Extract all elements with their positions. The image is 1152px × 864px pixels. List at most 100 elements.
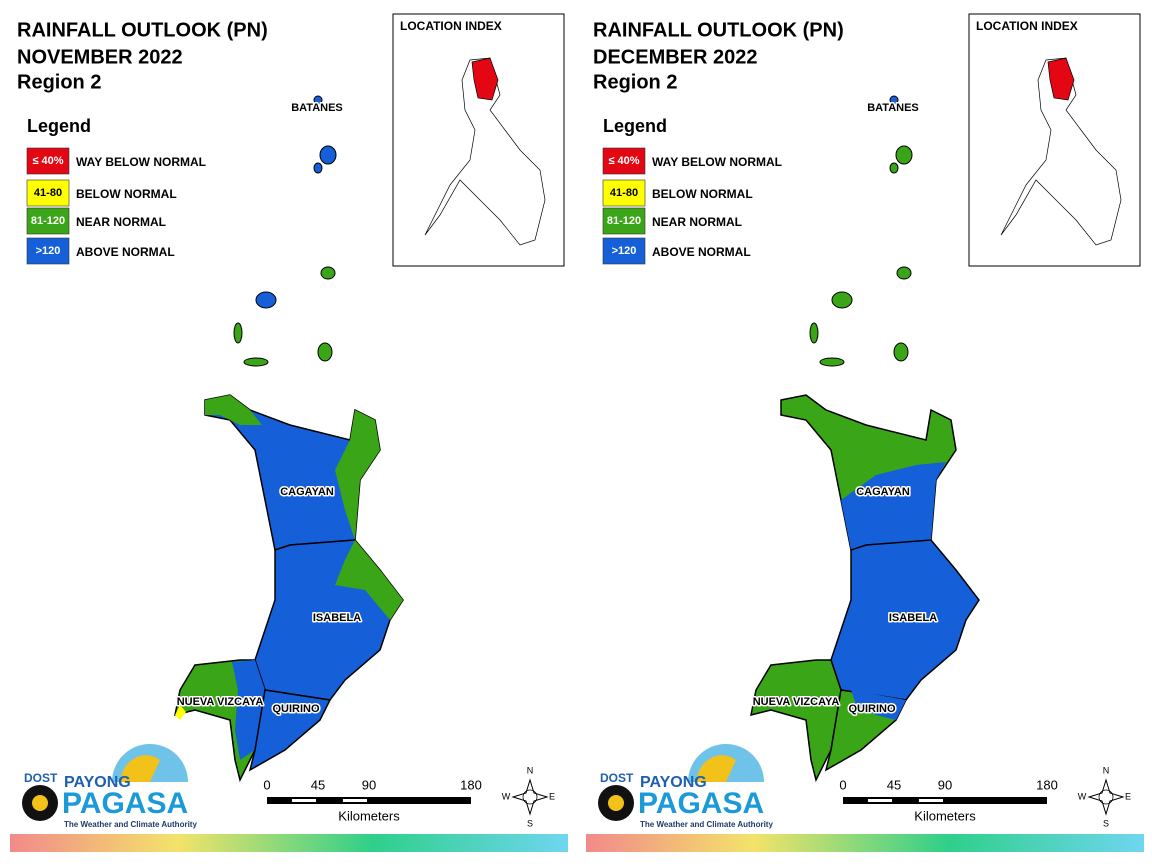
region-label: ISABELA — [313, 612, 361, 624]
compass-letter: S — [1103, 818, 1109, 828]
legend-label: ABOVE NORMAL — [652, 245, 751, 259]
island — [317, 342, 333, 362]
legend-swatch-label: >120 — [612, 245, 637, 257]
scale-bar — [843, 797, 1047, 804]
island — [243, 357, 269, 367]
island — [889, 95, 899, 105]
island — [319, 145, 337, 165]
scale-unit: Kilometers — [338, 808, 400, 823]
legend-label: WAY BELOW NORMAL — [76, 155, 206, 169]
region-label: BATANES — [867, 102, 919, 114]
logo-payong: PAYONG — [640, 774, 707, 791]
panel: RAINFALL OUTLOOK (PN) DECEMBER 2022 Region… — [586, 13, 1144, 852]
outlook-zone — [851, 690, 906, 720]
outlook-zone — [335, 540, 403, 620]
region-label: QUIRINO — [272, 703, 320, 715]
legend-swatch-label: 41-80 — [610, 187, 638, 199]
region-label: CAGAYAN — [856, 486, 910, 498]
outlook-zone — [205, 395, 262, 425]
outlook-zone — [175, 705, 186, 720]
legend-label: NEAR NORMAL — [76, 215, 166, 229]
logo-dost: DOST — [600, 771, 634, 785]
inset-region — [1047, 57, 1075, 101]
color-band — [586, 834, 1144, 852]
legend-swatch-label: ≤ 40% — [608, 155, 639, 167]
legend-label: ABOVE NORMAL — [76, 245, 175, 259]
scale-tick-label: 180 — [460, 777, 482, 792]
logo-umbrella-inner — [696, 755, 736, 782]
legend-swatch-label: 81-120 — [607, 215, 641, 227]
legend-label: NEAR NORMAL — [652, 215, 742, 229]
outlook-zone — [841, 462, 946, 550]
logo-seal-center — [32, 795, 48, 811]
scale-tick-label: 90 — [938, 777, 952, 792]
compass-letter: E — [1125, 791, 1131, 801]
island — [255, 291, 277, 309]
island — [831, 291, 853, 309]
scale-unit: Kilometers — [914, 808, 976, 823]
inset-region — [471, 57, 499, 101]
logo-payong: PAYONG — [64, 774, 131, 791]
island — [313, 95, 323, 105]
compass-letter: N — [527, 765, 534, 775]
legend-swatch — [602, 147, 646, 175]
scale-segment — [291, 799, 316, 802]
island — [895, 145, 913, 165]
compass-letter: N — [1103, 765, 1110, 775]
color-band — [10, 834, 568, 852]
title-line: NOVEMBER 2022 — [17, 46, 183, 68]
legend-swatch-label: ≤ 40% — [32, 155, 63, 167]
title-line: RAINFALL OUTLOOK (PN) — [17, 19, 268, 41]
logo-pagasa: PAGASA — [62, 787, 188, 820]
region-label: BATANES — [291, 102, 343, 114]
compass-ring — [1098, 789, 1114, 805]
island — [819, 357, 845, 367]
legend-swatch-label: 41-80 — [34, 187, 62, 199]
title-line: RAINFALL OUTLOOK (PN) — [593, 19, 844, 41]
scale-segment — [867, 799, 892, 802]
legend-label: BELOW NORMAL — [652, 187, 753, 201]
compass-letter: W — [502, 791, 511, 801]
legend-label: WAY BELOW NORMAL — [652, 155, 782, 169]
legend-swatch — [26, 179, 70, 207]
legend-label: BELOW NORMAL — [76, 187, 177, 201]
logo-dost: DOST — [24, 771, 58, 785]
inset-country — [424, 57, 546, 246]
compass-rose — [1087, 778, 1125, 816]
logo-pagasa: PAGASA — [638, 787, 764, 820]
island — [233, 322, 243, 344]
legend-title: Legend — [27, 116, 91, 136]
compass-ring — [522, 789, 538, 805]
logo-tagline: The Weather and Climate Authority — [64, 820, 197, 829]
compass-letter: S — [527, 818, 533, 828]
title-line: Region 2 — [593, 71, 677, 93]
region-label: CAGAYAN — [280, 486, 334, 498]
province-quirino — [248, 689, 332, 772]
legend-swatch — [602, 237, 646, 265]
legend-title: Legend — [603, 116, 667, 136]
title-line: Region 2 — [17, 71, 101, 93]
region-label: QUIRINO — [848, 703, 896, 715]
scale-bar — [267, 797, 471, 804]
logo-seal-center — [608, 795, 624, 811]
region-label: NUEVA VIZCAYA — [753, 696, 840, 708]
scale-tick-label: 45 — [887, 777, 901, 792]
panel: RAINFALL OUTLOOK (PN) NOVEMBER 2022 Region… — [10, 13, 568, 852]
province-isabela — [830, 539, 980, 701]
inset-country — [1000, 57, 1122, 246]
island — [809, 322, 819, 344]
scale-tick-label: 45 — [311, 777, 325, 792]
scale-tick-label: 0 — [263, 777, 270, 792]
legend-swatch-label: >120 — [36, 245, 61, 257]
legend-swatch — [26, 207, 70, 235]
legend-swatch-label: 81-120 — [31, 215, 65, 227]
province-nueva-vizcaya — [750, 659, 842, 783]
legend-swatch — [26, 237, 70, 265]
region-label: ISABELA — [889, 612, 937, 624]
compass-letter: E — [549, 791, 555, 801]
title-line: DECEMBER 2022 — [593, 46, 758, 68]
scale-tick-label: 90 — [362, 777, 376, 792]
logo-tagline: The Weather and Climate Authority — [640, 820, 773, 829]
legend-swatch — [602, 179, 646, 207]
